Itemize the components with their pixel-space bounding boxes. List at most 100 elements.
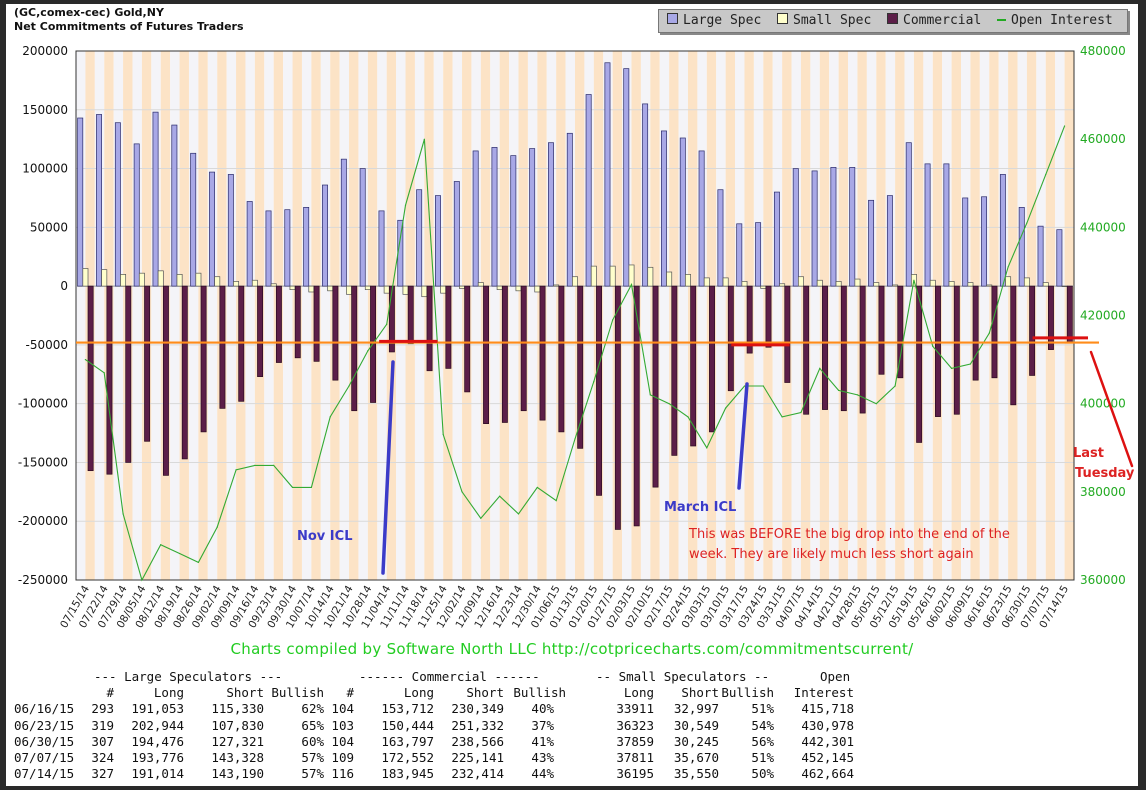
bar-commercial: [822, 285, 828, 410]
bar-small-spec: [308, 285, 315, 293]
bar-large-spec: [378, 210, 385, 287]
bar-large-spec: [548, 142, 554, 287]
march-icl-label: March ICL: [664, 500, 736, 515]
bar-commercial: [690, 285, 697, 447]
legend-label-commercial: Commercial: [903, 13, 982, 28]
stripe-light: [923, 51, 933, 580]
table-cell: 193,776: [131, 749, 184, 765]
bar-large-spec: [604, 62, 611, 287]
column-header: Long: [403, 685, 434, 701]
bar-commercial: [162, 285, 169, 476]
bar-commercial: [125, 285, 132, 463]
bar-large-spec: [209, 171, 215, 287]
bar-small-spec: [929, 279, 936, 287]
stripe-light: [264, 51, 274, 580]
table-cell: 415,718: [801, 701, 854, 717]
table-cell: 324: [91, 749, 114, 765]
table-cell: 62%: [301, 701, 324, 717]
bar-commercial: [275, 285, 282, 363]
bar-commercial: [520, 285, 527, 412]
open-interest-point: [593, 381, 595, 383]
open-interest-point: [273, 464, 275, 466]
table-column-header-row: # Long Short Bullish # Long Short Bullish Long Sh…: [14, 685, 854, 701]
table-cell: 36195: [616, 766, 654, 782]
y-tick-label-left: -250000: [18, 573, 68, 587]
bar-commercial: [483, 285, 489, 425]
bar-large-spec: [585, 94, 592, 287]
stripe-light: [848, 51, 858, 580]
open-interest-point: [969, 363, 972, 365]
bar-commercial: [501, 285, 508, 423]
bar-commercial: [407, 285, 414, 345]
legend-item-commercial: Commercial: [887, 13, 981, 28]
bar-commercial: [1010, 285, 1017, 406]
bar-small-spec: [233, 281, 240, 287]
y-tick-label-left: -50000: [25, 338, 68, 352]
column-header: Short: [681, 685, 719, 701]
bar-large-spec: [227, 174, 234, 287]
bar-large-spec: [773, 191, 780, 287]
open-interest-point: [141, 579, 143, 581]
stripe-light: [377, 51, 387, 580]
stripe-light: [716, 51, 726, 580]
bar-small-spec: [327, 285, 334, 292]
table-cell: 202,944: [131, 717, 184, 733]
table-cell: 30,245: [673, 733, 719, 749]
stripe-light: [471, 51, 481, 580]
bar-small-spec: [967, 282, 974, 287]
y-tick-label-right: 460000: [1080, 132, 1126, 146]
table-cell: 319: [91, 717, 114, 733]
bar-large-spec: [943, 163, 950, 287]
table-cell: 143,190: [211, 766, 264, 782]
table-row: 06/30/15 307 194,476 127,321 60% 104 163,797 23…: [14, 734, 854, 750]
bar-large-spec: [77, 117, 84, 287]
bar-large-spec: [642, 103, 649, 287]
open-interest-point: [781, 416, 783, 418]
bar-commercial: [577, 285, 584, 449]
legend-item-large-spec: Large Spec: [667, 13, 761, 28]
table-cell: 35,550: [673, 766, 719, 782]
stripe-light: [509, 51, 519, 580]
open-interest-point: [951, 367, 953, 369]
open-interest-point: [838, 389, 840, 392]
table-cell: 327: [91, 766, 114, 782]
cot-chart: 200000 150000 100000 50000 0 -50000 -100000 -15…: [18, 44, 1135, 630]
stripe-light: [170, 51, 180, 580]
open-interest-point: [630, 284, 633, 286]
bar-commercial: [200, 285, 207, 433]
bar-large-spec: [190, 152, 197, 287]
bar-commercial: [313, 285, 320, 362]
stripe-light: [979, 51, 990, 580]
bar-small-spec: [948, 281, 955, 287]
bar-commercial: [445, 285, 452, 369]
stripe-light: [188, 51, 199, 580]
bar-small-spec: [346, 285, 352, 295]
small-spec-swatch: [777, 13, 788, 24]
bar-small-spec: [816, 279, 823, 287]
bar-small-spec: [722, 277, 729, 287]
bar-large-spec: [886, 195, 893, 287]
stripe-light: [998, 51, 1009, 580]
bar-large-spec: [284, 209, 291, 287]
bar-large-spec: [265, 210, 272, 287]
table-cell: 57%: [301, 766, 324, 782]
bar-large-spec: [246, 201, 253, 287]
bar-small-spec: [1005, 276, 1012, 287]
chart-symbol-title: (GC,comex-cec) Gold,NY: [14, 6, 164, 19]
bar-small-spec: [628, 264, 635, 287]
bar-small-spec: [459, 285, 465, 289]
bar-large-spec: [171, 124, 178, 287]
bar-small-spec: [986, 284, 993, 287]
bar-large-spec: [152, 111, 159, 287]
last-tuesday-label-2: Tuesday: [1075, 466, 1135, 481]
open-interest-point: [423, 138, 425, 140]
bar-small-spec: [477, 282, 484, 287]
stripe-light: [1017, 51, 1027, 580]
bar-commercial: [294, 285, 301, 359]
bar-commercial: [181, 285, 188, 460]
bar-small-spec: [383, 285, 390, 294]
bar-large-spec: [755, 222, 762, 287]
open-interest-point: [235, 469, 237, 471]
legend-item-open-interest: Open Interest: [997, 13, 1113, 28]
bar-commercial: [991, 285, 998, 379]
